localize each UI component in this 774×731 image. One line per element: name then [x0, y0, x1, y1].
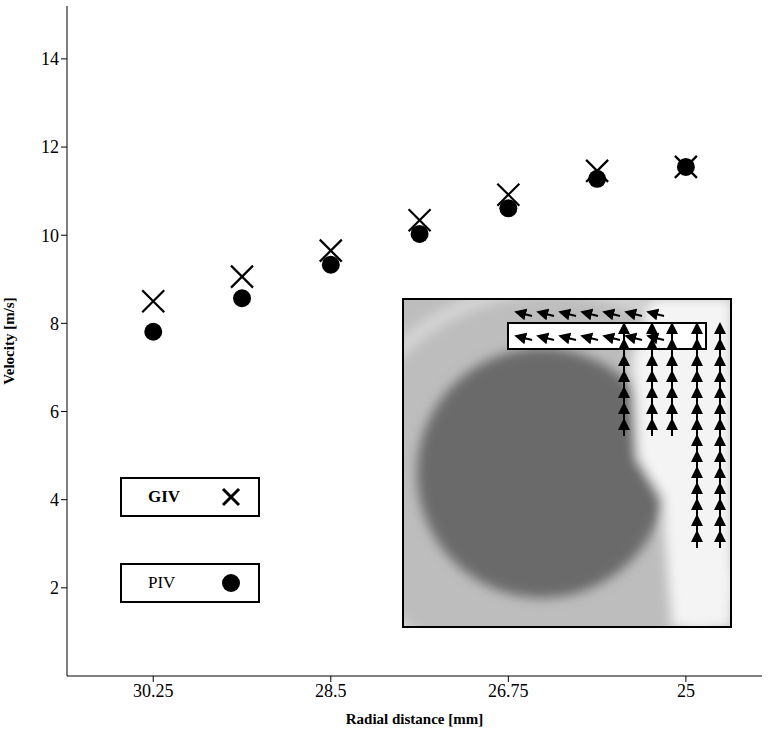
html-text:GIV: GIV — [148, 487, 181, 506]
svg-text:12: 12 — [41, 137, 59, 157]
svg-text:25: 25 — [677, 681, 695, 701]
svg-text:26.75: 26.75 — [488, 681, 529, 701]
svg-text:2: 2 — [50, 578, 59, 598]
svg-text:14: 14 — [41, 49, 59, 69]
svg-text:8: 8 — [50, 314, 59, 334]
svg-text:30.25: 30.25 — [133, 681, 174, 701]
svg-text:4: 4 — [50, 490, 59, 510]
svg-text:6: 6 — [50, 402, 59, 422]
svg-text:Radial distance [mm]: Radial distance [mm] — [346, 711, 484, 727]
html-text:PIV: PIV — [148, 573, 176, 592]
svg-text:Velocity [m/s]: Velocity [m/s] — [1, 297, 17, 384]
svg-text:28.5: 28.5 — [315, 681, 347, 701]
svg-text:10: 10 — [41, 226, 59, 246]
